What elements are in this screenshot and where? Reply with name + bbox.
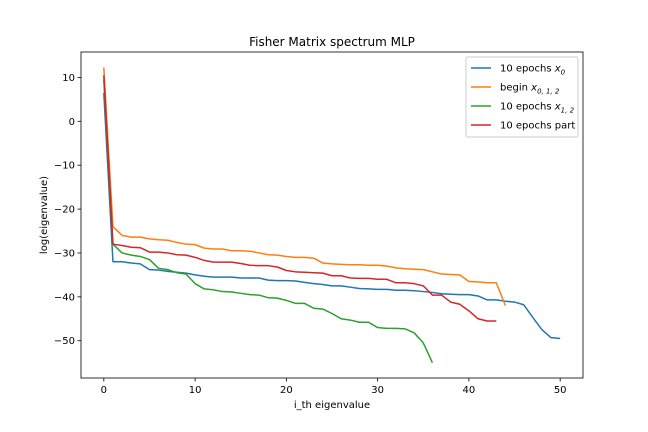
legend-label-subscript: 1, 2: [561, 107, 575, 115]
x-tick-label: 30: [371, 385, 384, 396]
legend-label-text: 10 epochs: [500, 102, 555, 113]
x-tick-label: 50: [554, 385, 567, 396]
x-tick-label: 40: [463, 385, 476, 396]
legend-label-1: 10 epochs x0: [500, 64, 566, 77]
legend-label-math: x: [554, 64, 561, 75]
y-tick-label: −10: [54, 161, 75, 172]
legend-label-text: 10 epochs: [500, 64, 555, 75]
plot-frame: [80, 51, 584, 379]
legend-label-4: 10 epochs part: [500, 121, 575, 132]
legend-box: [465, 56, 579, 138]
x-tick-label: 10: [189, 385, 202, 396]
legend-label-3: 10 epochs x1, 2: [500, 102, 575, 115]
y-tick-label: −50: [54, 336, 75, 347]
legend-label-subscript: 0: [561, 69, 566, 77]
x-tick-label: 0: [101, 385, 107, 396]
legend-label-math: x: [554, 102, 561, 113]
legend-label-2: begin x0, 1, 2: [500, 83, 560, 96]
y-tick-label: 10: [62, 73, 75, 84]
legend-label-math: x: [530, 83, 537, 94]
y-tick-label: −20: [54, 205, 75, 216]
x-axis: 0 10 20 30 40 50: [101, 378, 567, 396]
y-tick-label: 0: [69, 117, 75, 128]
x-tick-label: 20: [280, 385, 293, 396]
y-axis: 10 0 −10 −20 −30 −40 −50: [54, 73, 81, 347]
x-axis-label: i_th eigenvalue: [294, 400, 370, 411]
chart-title: Fisher Matrix spectrum MLP: [249, 35, 415, 49]
legend-label-text: begin: [500, 83, 531, 94]
series-line-3: [103, 79, 434, 363]
y-axis-label: log(eigenvalue): [39, 176, 50, 254]
series-line-2: [103, 67, 507, 306]
series-line-4: [103, 75, 497, 322]
y-tick-label: −30: [54, 248, 75, 259]
legend-label-text: 10 epochs part: [500, 121, 575, 132]
series-lines: [103, 67, 561, 363]
legend-label-subscript: 0, 1, 2: [537, 88, 560, 96]
y-tick-label: −40: [54, 292, 75, 303]
